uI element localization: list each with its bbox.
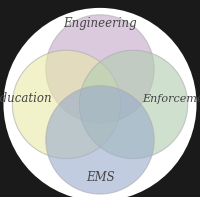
Circle shape — [46, 86, 154, 194]
Circle shape — [46, 15, 154, 123]
Text: EMS: EMS — [86, 171, 114, 184]
Circle shape — [12, 50, 121, 159]
Circle shape — [79, 50, 188, 159]
Circle shape — [3, 8, 197, 197]
Text: Engineering: Engineering — [63, 17, 137, 30]
Text: Education: Education — [0, 92, 52, 105]
Text: Enforcement: Enforcement — [142, 94, 200, 103]
